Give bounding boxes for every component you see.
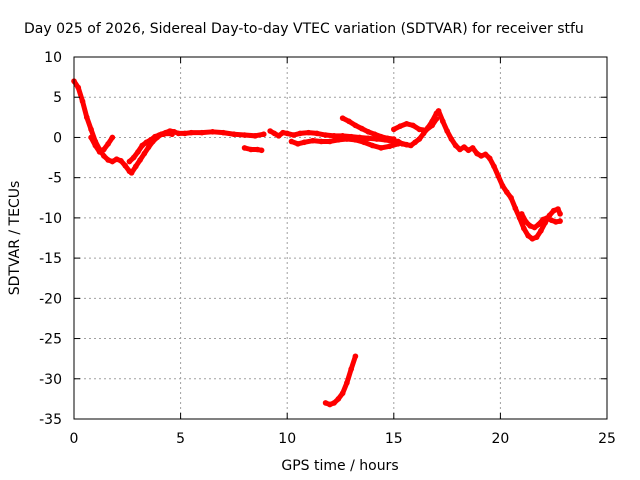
y-tick-label: -15 — [39, 251, 62, 267]
series-arc-6 — [288, 136, 401, 151]
y-tick-label: 5 — [53, 90, 62, 106]
y-tick-label: 0 — [53, 130, 62, 146]
series-arc-4 — [241, 145, 265, 154]
series-arc-2 — [88, 134, 116, 155]
series-arc-9 — [395, 108, 563, 242]
series-arc-11 — [518, 211, 563, 231]
y-tick-label: -35 — [39, 412, 62, 428]
data-point — [433, 116, 440, 122]
tick-labels: 0 5 10 15 20 25 10 5 0 -5 -10 -15 -20 -25 -30 -35 — [39, 50, 616, 447]
y-tick-label: -10 — [39, 211, 62, 227]
y-tick-label: 10 — [44, 50, 62, 66]
series-arc-8 — [322, 353, 359, 408]
x-axis-label: GPS time / hours — [281, 458, 398, 474]
data-point — [260, 131, 267, 138]
x-tick-label: 25 — [598, 431, 616, 447]
plot-frame — [73, 56, 608, 420]
y-axis-label: SDTVAR / TECUs — [7, 181, 23, 296]
data-point — [258, 147, 265, 154]
series-arc-1 — [71, 78, 267, 176]
y-tick-label: -25 — [39, 332, 62, 348]
x-tick-label: 5 — [176, 431, 185, 447]
ticks — [73, 56, 608, 420]
data-point — [169, 131, 175, 138]
chart-title: Day 025 of 2026, Sidereal Day-to-day VTE… — [24, 21, 584, 37]
data-point — [109, 134, 116, 141]
x-tick-label: 20 — [491, 431, 509, 447]
y-tick-label: -5 — [48, 171, 62, 187]
data-layer — [71, 78, 563, 408]
series-arc-10 — [391, 116, 440, 134]
x-tick-label: 10 — [278, 431, 296, 447]
data-point — [557, 218, 563, 224]
y-tick-label: -20 — [39, 291, 62, 307]
data-point — [391, 136, 397, 142]
y-tick-label: -30 — [39, 372, 62, 388]
x-tick-label: 0 — [70, 431, 79, 447]
series-arc-3 — [126, 130, 175, 165]
data-point — [352, 353, 359, 360]
data-point — [557, 211, 563, 217]
series-arc-7 — [339, 115, 397, 142]
x-tick-label: 15 — [385, 431, 403, 447]
